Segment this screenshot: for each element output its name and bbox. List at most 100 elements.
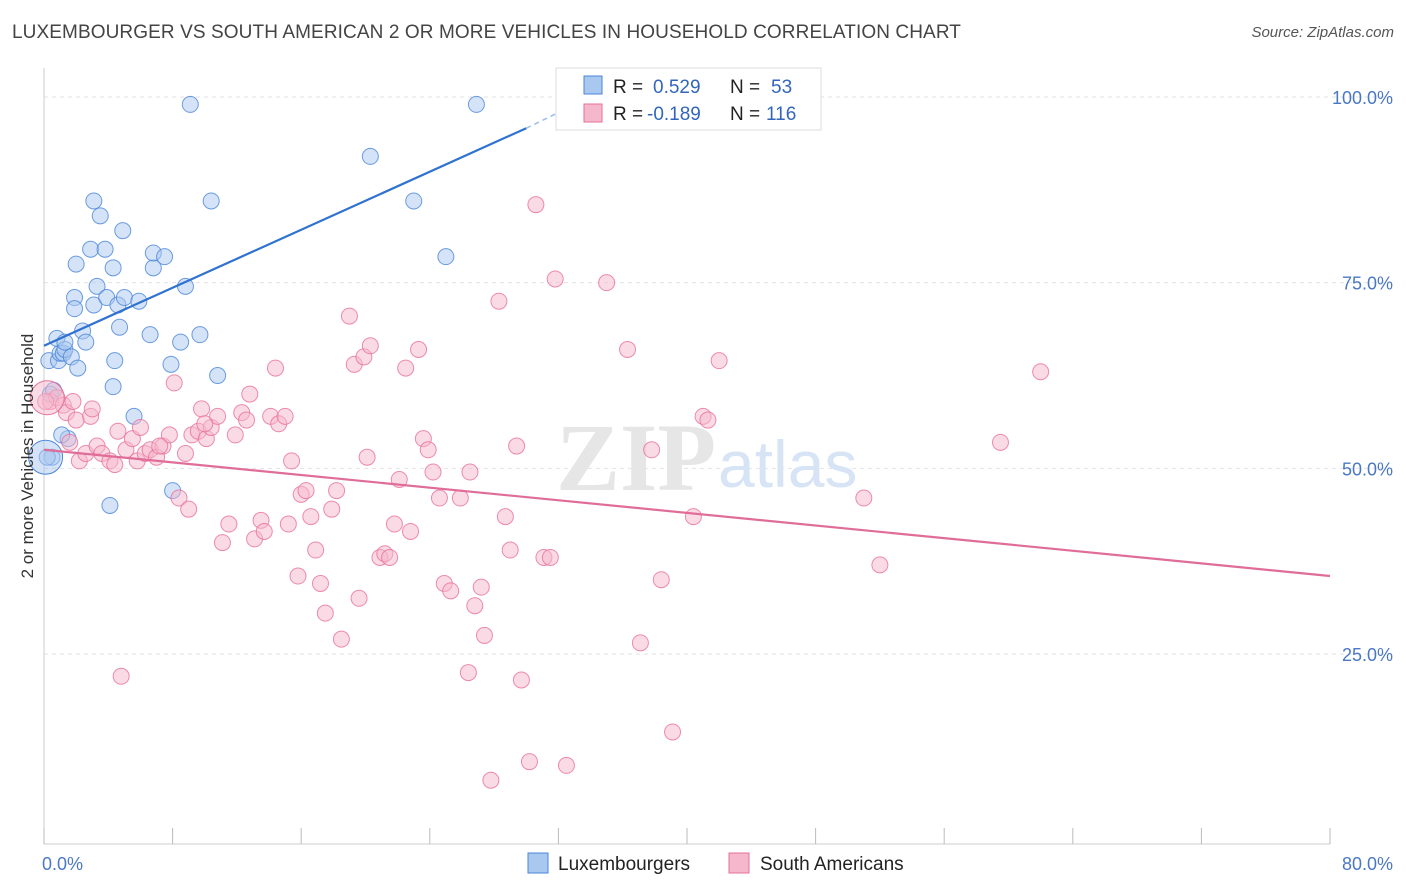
luxembourger-point-34 xyxy=(141,326,159,344)
chart-title: LUXEMBOURGER VS SOUTH AMERICAN 2 OR MORE… xyxy=(12,22,962,43)
south-american-point-44 xyxy=(266,359,284,377)
south-american-point-96 xyxy=(557,756,575,774)
south-american-point-18 xyxy=(131,418,149,436)
south-american-point-112 xyxy=(64,392,82,410)
south-american-trend-line xyxy=(43,448,1331,578)
luxembourger-trend-line xyxy=(43,127,527,347)
south-american-point-115 xyxy=(196,415,214,433)
south-american-point-109 xyxy=(991,433,1009,451)
south-american-point-48 xyxy=(283,452,301,470)
luxembourger-point-49 xyxy=(467,95,485,113)
south-american-point-30 xyxy=(193,400,211,418)
south-american-point-107 xyxy=(855,489,873,507)
south-american-point-47 xyxy=(279,515,297,533)
south-american-point-90 xyxy=(512,671,530,689)
south-american-point-89 xyxy=(508,437,526,455)
south-american-point-33 xyxy=(209,407,227,425)
axis-tick-labels: 100.0% 75.0% 50.0% 25.0% 0.0% 80.0% xyxy=(42,88,1393,874)
south-american-point-67 xyxy=(381,548,399,566)
south-american-point-38 xyxy=(238,411,256,429)
south-american-point-53 xyxy=(307,541,325,559)
south-american-point-55 xyxy=(316,604,334,622)
south-american-point-61 xyxy=(350,589,368,607)
south-american-point-59 xyxy=(340,307,358,325)
y-tick-label-0: 100.0% xyxy=(1332,88,1393,108)
south-american-point-99 xyxy=(631,634,649,652)
south-american-point-57 xyxy=(328,482,346,500)
legend-south-americans-swatch xyxy=(728,852,750,874)
south-american-point-46 xyxy=(276,407,294,425)
luxembourger-point-22 xyxy=(96,240,114,258)
legend-top-r-value-0: 0.529 xyxy=(653,77,701,98)
luxembourger-point-48 xyxy=(437,248,455,266)
y-axis-label: 2 or more Vehicles in Household xyxy=(18,334,37,579)
south-american-point-87 xyxy=(496,508,514,526)
south-american-point-27 xyxy=(180,500,198,518)
legend-bottom: Luxembourgers South Americans xyxy=(527,852,904,875)
legend-south-americans-label: South Americans xyxy=(760,854,904,875)
south-american-point-74 xyxy=(419,441,437,459)
luxembourger-point-30 xyxy=(114,222,132,240)
south-american-point-68 xyxy=(385,515,403,533)
south-american-point-82 xyxy=(466,597,484,615)
south-american-point-78 xyxy=(442,582,460,600)
south-american-point-101 xyxy=(652,571,670,589)
south-american-point-26 xyxy=(176,444,194,462)
y-tick-label-2: 50.0% xyxy=(1342,459,1393,479)
south-american-point-54 xyxy=(311,574,329,592)
south-american-point-84 xyxy=(475,626,493,644)
south-american-point-92 xyxy=(527,196,545,214)
south-american-point-4 xyxy=(61,433,79,451)
south-american-point-85 xyxy=(482,771,500,789)
trend-lines xyxy=(43,96,1331,578)
south-american-point-75 xyxy=(424,463,442,481)
south-american-point-80 xyxy=(459,664,477,682)
south-american-point-large xyxy=(29,380,65,416)
south-american-point-72 xyxy=(410,341,428,359)
source-credit: Source: ZipAtlas.com xyxy=(1251,24,1394,41)
south-american-point-105 xyxy=(699,411,717,429)
luxembourger-point-18 xyxy=(85,296,103,314)
legend-top-r-label-0: R = xyxy=(613,77,643,98)
y-tick-label-3: 25.0% xyxy=(1342,645,1393,665)
south-american-point-103 xyxy=(684,508,702,526)
legend-luxembourgers-label: Luxembourgers xyxy=(558,854,690,875)
luxembourger-point-45 xyxy=(209,367,227,384)
south-american-point-13 xyxy=(109,422,127,440)
legend-luxembourgers-swatch xyxy=(527,852,549,874)
south-american-point-49 xyxy=(289,567,307,585)
south-american-point-108 xyxy=(871,556,889,574)
luxembourger-point-42 xyxy=(181,95,199,113)
south-american-point-24 xyxy=(165,374,183,392)
legend-top-n-label-0: N = xyxy=(730,77,760,98)
south-american-point-94 xyxy=(541,548,559,566)
luxembourger-point-44 xyxy=(202,192,220,210)
south-american-point-56 xyxy=(323,500,341,518)
luxembourger-point-43 xyxy=(191,326,209,344)
x-tick-label-1: 80.0% xyxy=(1342,854,1393,874)
south-american-point-12 xyxy=(106,456,124,474)
luxembourger-point-25 xyxy=(104,259,122,277)
south-american-point-95 xyxy=(546,270,564,288)
south-american-point-97 xyxy=(598,274,616,292)
south-american-point-88 xyxy=(501,541,519,559)
south-american-point-58 xyxy=(332,630,350,648)
luxembourger-point-27 xyxy=(106,352,124,370)
luxembourger-point-29 xyxy=(111,318,129,336)
south-american-point-102 xyxy=(664,723,682,741)
south-american-point-64 xyxy=(361,337,379,355)
luxembourger-point-46 xyxy=(361,147,379,165)
luxembourger-trend-extension xyxy=(525,96,591,129)
south-american-point-25 xyxy=(170,489,188,507)
watermark: ZIP atlas xyxy=(556,404,857,511)
south-american-point-39 xyxy=(241,385,259,403)
south-american-point-70 xyxy=(397,359,415,377)
south-american-point-83 xyxy=(472,578,490,596)
south-american-point-76 xyxy=(430,489,448,507)
luxembourger-point-large xyxy=(28,439,64,475)
luxembourger-point-47 xyxy=(405,192,423,210)
south-american-point-23 xyxy=(160,426,178,444)
south-american-point-113 xyxy=(83,400,101,418)
south-american-point-81 xyxy=(461,463,479,481)
luxembourger-point-26 xyxy=(104,378,122,396)
